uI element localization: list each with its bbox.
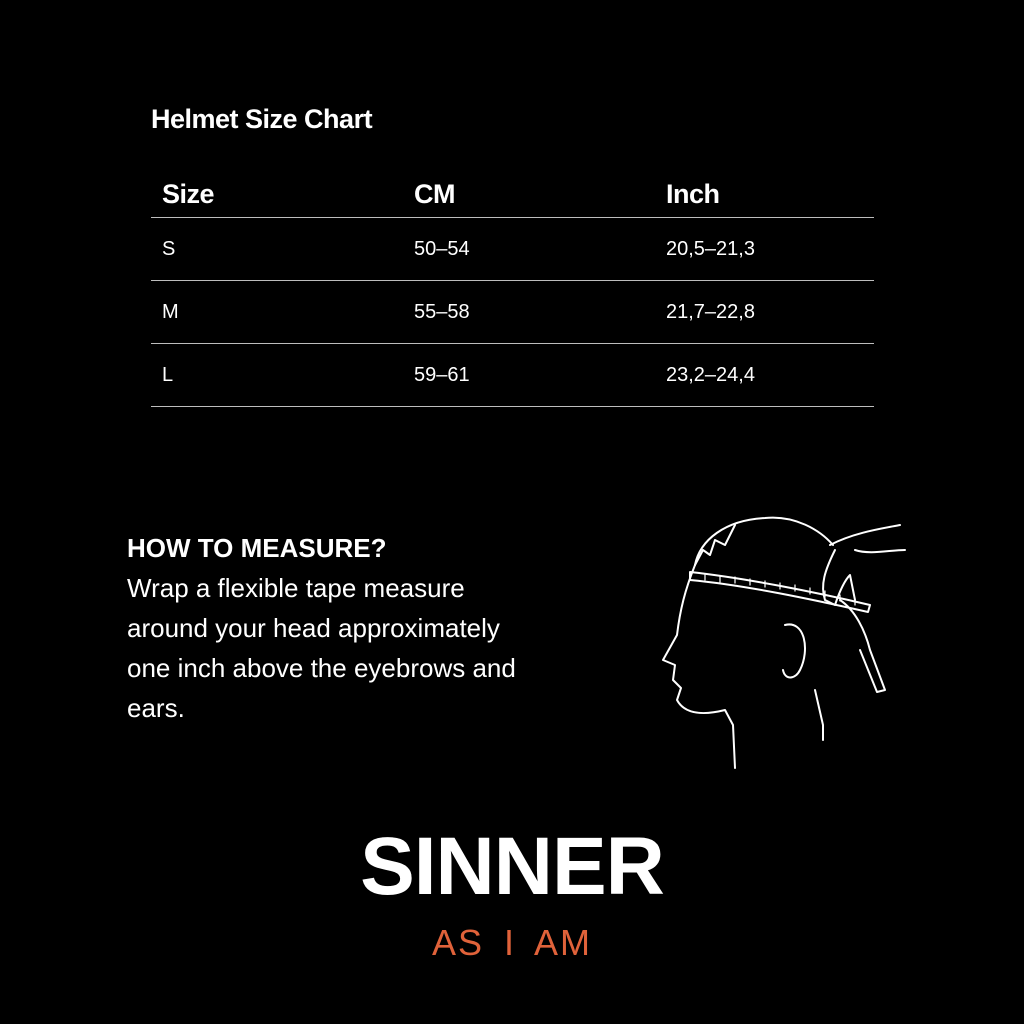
measure-text: Wrap a flexible tape measure around your…	[127, 573, 516, 723]
brand-logo: SINNER	[360, 821, 665, 912]
table-row: L 59–61 23,2–24,4	[151, 344, 874, 407]
cell-cm: 55–58	[414, 300, 470, 323]
cell-inch: 21,7–22,8	[666, 300, 755, 323]
cell-size: M	[162, 300, 179, 323]
table-header-row: Size CM Inch	[151, 170, 874, 218]
measure-heading: HOW TO MEASURE?	[127, 533, 387, 563]
cell-cm: 50–54	[414, 237, 470, 260]
cell-inch: 20,5–21,3	[666, 237, 755, 260]
brand-tagline: AS I AM	[431, 922, 593, 963]
cell-cm: 59–61	[414, 363, 470, 386]
cell-inch: 23,2–24,4	[666, 363, 755, 386]
measure-instructions: HOW TO MEASURE? Wrap a flexible tape mea…	[127, 528, 547, 728]
size-table: Size CM Inch S 50–54 20,5–21,3 M 55–58 2…	[151, 170, 874, 407]
page-title: Helmet Size Chart	[151, 104, 373, 134]
cell-size: L	[162, 363, 174, 386]
head-measuring-tape-icon	[662, 516, 906, 769]
table-row: S 50–54 20,5–21,3	[151, 218, 874, 281]
header-inch: Inch	[666, 179, 720, 209]
header-size: Size	[162, 179, 215, 209]
table-row: M 55–58 21,7–22,8	[151, 281, 874, 344]
header-cm: CM	[414, 179, 456, 209]
cell-size: S	[162, 237, 176, 260]
